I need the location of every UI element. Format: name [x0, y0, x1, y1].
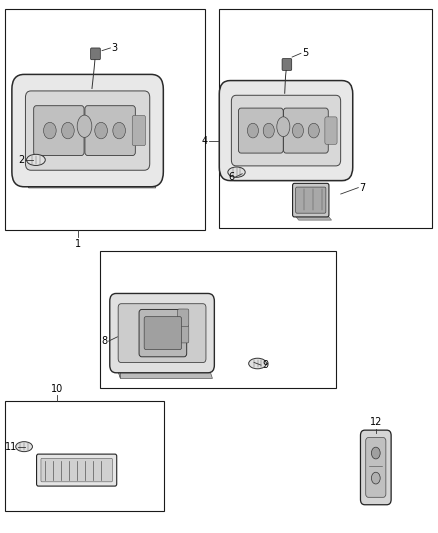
Ellipse shape [263, 123, 274, 138]
Bar [100, 251, 336, 388]
FancyBboxPatch shape [85, 106, 135, 156]
FancyBboxPatch shape [178, 325, 189, 343]
FancyBboxPatch shape [360, 430, 391, 505]
Ellipse shape [27, 155, 45, 165]
Bar [5, 401, 164, 511]
Ellipse shape [371, 472, 380, 484]
Ellipse shape [77, 115, 92, 138]
Text: 11: 11 [5, 442, 18, 451]
Ellipse shape [113, 123, 125, 139]
Text: 3: 3 [112, 43, 118, 53]
FancyBboxPatch shape [231, 95, 341, 166]
Text: 4: 4 [201, 136, 208, 146]
FancyBboxPatch shape [293, 183, 329, 217]
FancyBboxPatch shape [41, 458, 112, 482]
Polygon shape [24, 89, 29, 188]
Text: 6: 6 [228, 172, 234, 182]
FancyBboxPatch shape [34, 106, 84, 156]
FancyBboxPatch shape [283, 108, 328, 153]
Ellipse shape [43, 123, 56, 139]
Polygon shape [116, 365, 212, 378]
Text: 2: 2 [18, 155, 24, 165]
Text: 8: 8 [101, 336, 107, 346]
FancyBboxPatch shape [132, 116, 145, 146]
FancyBboxPatch shape [91, 48, 100, 60]
FancyBboxPatch shape [118, 304, 206, 362]
FancyBboxPatch shape [110, 294, 214, 373]
FancyBboxPatch shape [25, 91, 150, 170]
Bar [219, 9, 432, 228]
Polygon shape [24, 172, 156, 188]
Ellipse shape [277, 117, 290, 136]
FancyBboxPatch shape [282, 59, 292, 70]
Text: 10: 10 [51, 384, 63, 394]
FancyBboxPatch shape [366, 438, 386, 497]
Text: 7: 7 [359, 183, 365, 192]
FancyBboxPatch shape [296, 187, 326, 213]
Text: 5: 5 [302, 49, 308, 58]
Text: 1: 1 [75, 239, 81, 249]
Polygon shape [294, 215, 332, 220]
Ellipse shape [247, 123, 258, 138]
FancyBboxPatch shape [178, 309, 189, 327]
Ellipse shape [371, 447, 380, 459]
FancyBboxPatch shape [325, 117, 337, 144]
FancyBboxPatch shape [219, 80, 353, 181]
Ellipse shape [228, 167, 245, 177]
Polygon shape [230, 167, 346, 181]
FancyBboxPatch shape [12, 75, 163, 187]
Text: 12: 12 [370, 417, 382, 427]
FancyBboxPatch shape [139, 310, 187, 357]
Text: 9: 9 [262, 360, 268, 370]
Ellipse shape [16, 442, 32, 451]
Ellipse shape [293, 123, 304, 138]
Ellipse shape [308, 123, 319, 138]
Ellipse shape [62, 123, 74, 139]
FancyBboxPatch shape [144, 317, 182, 350]
FancyBboxPatch shape [238, 108, 283, 153]
FancyBboxPatch shape [36, 454, 117, 486]
Polygon shape [230, 94, 234, 181]
Bar [5, 9, 205, 230]
Ellipse shape [249, 358, 266, 369]
Polygon shape [116, 301, 120, 378]
Ellipse shape [95, 123, 107, 139]
